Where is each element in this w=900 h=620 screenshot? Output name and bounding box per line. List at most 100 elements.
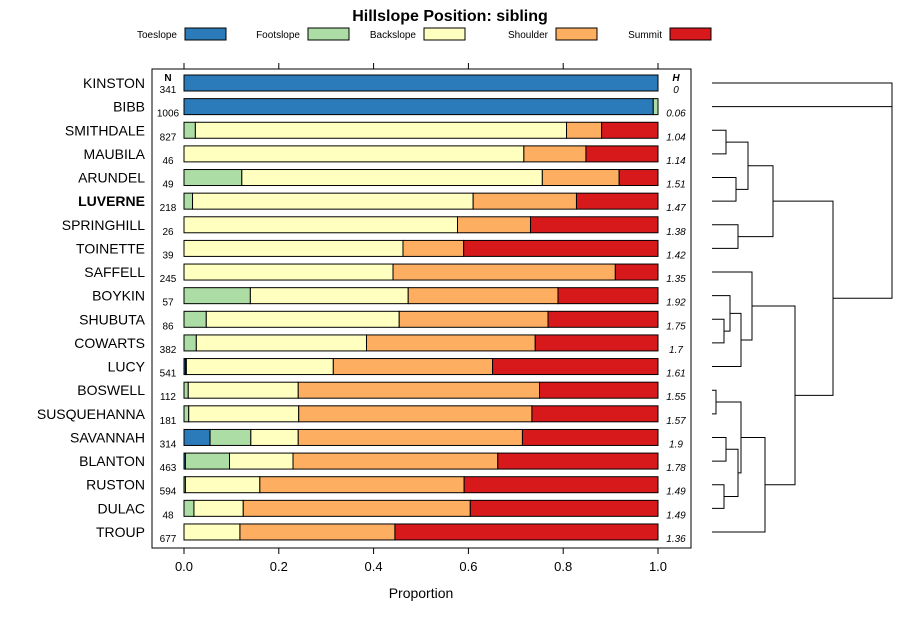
bar-springhill-summit [529, 216, 659, 234]
chart-title: Hillslope Position: sibling [352, 8, 548, 25]
row-label-shubuta: SHUBUTA [79, 311, 146, 327]
dendrogram-link [712, 271, 753, 341]
row-label-saffell: SAFFELL [84, 264, 145, 280]
bar-blanton-footslope [184, 452, 231, 470]
row-label-boswell: BOSWELL [77, 382, 145, 398]
n-value: 463 [160, 463, 177, 474]
row-label-susquehanna: SUSQUEHANNA [37, 406, 146, 422]
h-value: 1.47 [666, 203, 686, 214]
n-value: 541 [160, 369, 177, 380]
bar-smithdale-summit [601, 121, 659, 139]
bar-cowarts-summit [534, 334, 659, 352]
row-label-maubila: MAUBILA [84, 146, 146, 162]
bars [183, 74, 659, 541]
legend-label-backslope: Backslope [370, 30, 417, 41]
legend: Toeslope Footslope Backslope Shoulder Summit [137, 27, 712, 41]
dendrogram [712, 82, 893, 533]
n-header: N [164, 73, 171, 84]
bar-savannah-shoulder [297, 428, 523, 446]
bar-ruston-backslope [184, 476, 261, 494]
bar-maubila-summit [585, 145, 659, 163]
dendrogram-link [773, 200, 834, 396]
x-tick-label: 0.4 [365, 559, 383, 574]
bar-susquehanna-footslope [183, 405, 190, 423]
bar-cowarts-shoulder [365, 334, 536, 352]
h-value: 1.92 [666, 298, 686, 309]
n-value: 218 [160, 203, 177, 214]
h-value: 1.49 [666, 487, 686, 498]
n-value: 48 [162, 510, 174, 521]
bar-toinette-shoulder [402, 239, 465, 257]
bar-saffell-shoulder [392, 263, 616, 281]
x-axis: 0.0 0.2 0.4 0.6 0.8 1.0 [175, 63, 667, 574]
bar-susquehanna-backslope [188, 405, 300, 423]
bar-boykin-summit [557, 287, 659, 305]
bar-springhill-shoulder [456, 216, 531, 234]
bar-blanton-summit [497, 452, 659, 470]
bar-boswell-shoulder [297, 381, 541, 399]
bar-arundel-summit [618, 169, 659, 187]
bar-cowarts-backslope [195, 334, 367, 352]
plot-frame [151, 68, 692, 549]
bar-savannah-footslope [209, 428, 252, 446]
dendrogram-link [712, 312, 742, 368]
n-value: 26 [162, 227, 174, 238]
h-value: 1.9 [669, 439, 683, 450]
bar-smithdale-shoulder [566, 121, 603, 139]
bar-ruston-shoulder [259, 476, 465, 494]
h-value: 1.75 [666, 321, 686, 332]
n-value: 46 [162, 156, 174, 167]
x-tick-label: 0.6 [459, 559, 477, 574]
bar-lucy-summit [492, 358, 659, 376]
legend-swatch-summit [669, 27, 712, 41]
row-label-ruston: RUSTON [86, 477, 145, 493]
h-value: 1.35 [666, 274, 686, 285]
x-axis-label: Proportion [389, 585, 454, 601]
dendrogram-link [712, 389, 717, 415]
bar-shubuta-summit [547, 310, 659, 328]
bar-dulac-shoulder [242, 499, 471, 517]
bar-savannah-backslope [250, 428, 299, 446]
dendrogram-link [752, 305, 796, 486]
legend-label-summit: Summit [628, 30, 662, 41]
bar-troup-shoulder [239, 523, 396, 541]
bar-ruston-summit [463, 476, 659, 494]
bar-dulac-footslope [183, 499, 195, 517]
h-value: 1.36 [666, 534, 686, 545]
bar-springhill-backslope [183, 216, 458, 234]
h-value: 1.42 [666, 250, 686, 261]
bar-shubuta-footslope [183, 310, 207, 328]
bar-boykin-shoulder [407, 287, 559, 305]
dendrogram-link [712, 82, 893, 108]
row-label-arundel: ARUNDEL [78, 170, 145, 186]
x-tick-label: 0.2 [270, 559, 288, 574]
n-value: 57 [162, 298, 174, 309]
dendrogram-link [712, 484, 725, 509]
bar-luverne-footslope [183, 192, 194, 210]
h-value: 1.51 [666, 180, 685, 191]
x-tick-label: 1.0 [649, 559, 667, 574]
n-value: 677 [160, 534, 177, 545]
bar-maubila-backslope [183, 145, 525, 163]
legend-label-shoulder: Shoulder [508, 30, 549, 41]
bar-boswell-backslope [187, 381, 299, 399]
bar-arundel-shoulder [541, 169, 620, 187]
bar-blanton-shoulder [292, 452, 499, 470]
bar-luverne-summit [575, 192, 659, 210]
dendrogram-link [726, 141, 749, 190]
h-value: 1.78 [666, 463, 686, 474]
row-label-luverne: LUVERNE [78, 193, 145, 209]
n-value: 382 [160, 345, 177, 356]
bar-smithdale-backslope [194, 121, 568, 139]
bar-maubila-shoulder [523, 145, 587, 163]
row-label-dulac: DULAC [98, 500, 145, 516]
n-value: 594 [160, 487, 177, 498]
row-label-troup: TROUP [96, 524, 145, 540]
h-value: 1.55 [666, 392, 686, 403]
bar-boswell-summit [539, 381, 659, 399]
x-tick-label: 0.8 [554, 559, 572, 574]
n-value: 181 [160, 416, 177, 427]
h-value: 1.7 [669, 345, 683, 356]
bar-troup-summit [394, 523, 659, 541]
x-tick-label: 0.0 [175, 559, 193, 574]
